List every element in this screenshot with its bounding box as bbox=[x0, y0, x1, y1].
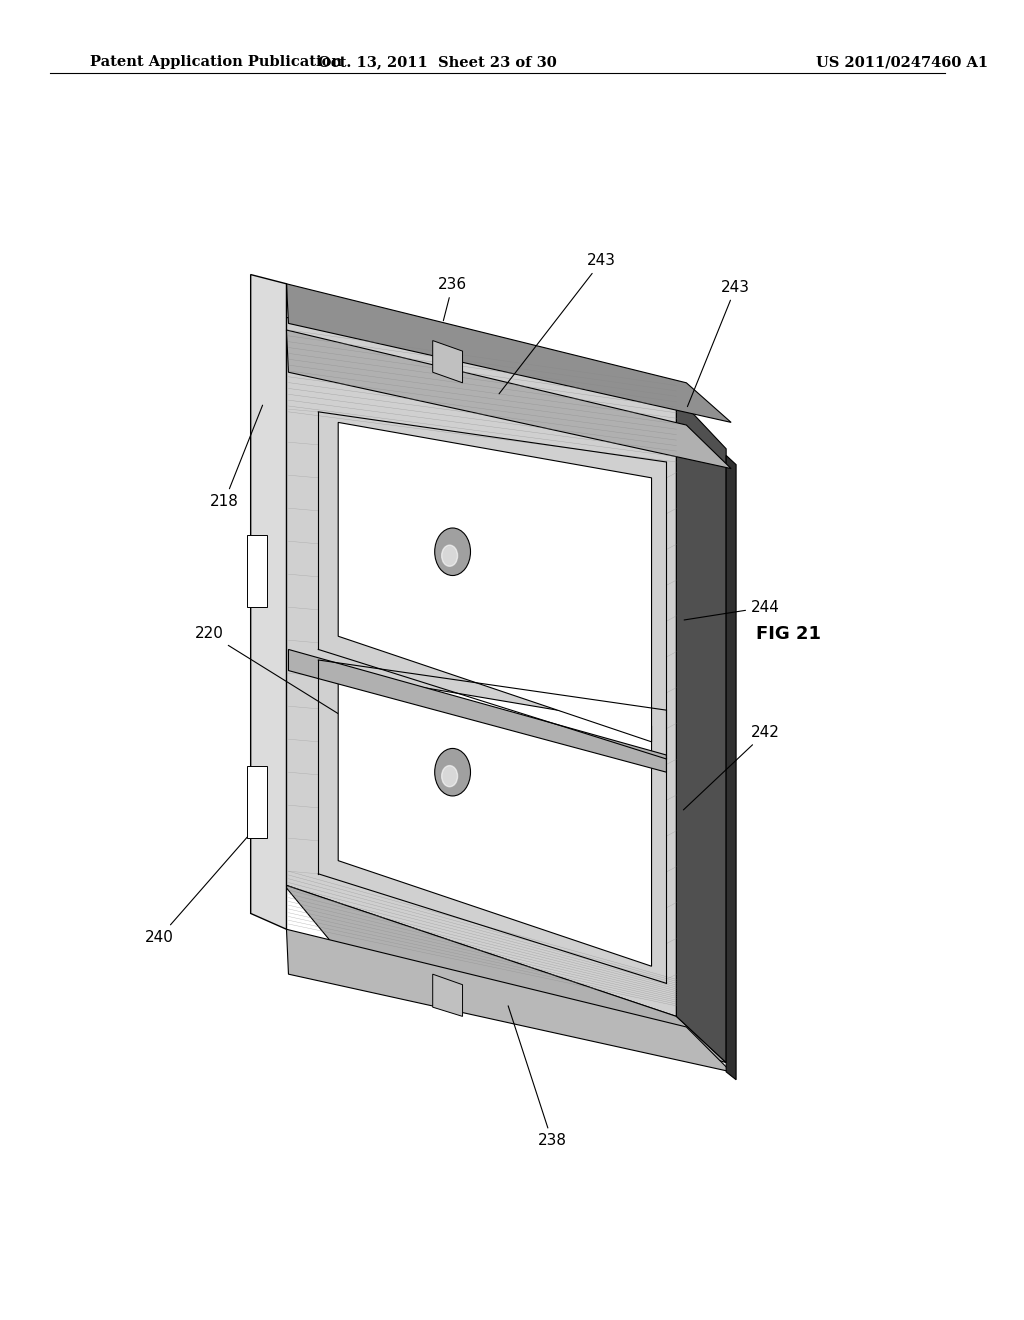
Polygon shape bbox=[287, 284, 731, 422]
Text: US 2011/0247460 A1: US 2011/0247460 A1 bbox=[816, 55, 988, 70]
Text: Oct. 13, 2011  Sheet 23 of 30: Oct. 13, 2011 Sheet 23 of 30 bbox=[318, 55, 557, 70]
Text: 220: 220 bbox=[195, 626, 355, 725]
Text: 236: 236 bbox=[438, 277, 467, 321]
Polygon shape bbox=[289, 649, 667, 772]
Text: 243: 243 bbox=[499, 253, 616, 393]
Polygon shape bbox=[433, 974, 463, 1016]
Text: 218: 218 bbox=[210, 405, 262, 510]
Polygon shape bbox=[677, 396, 726, 1063]
Circle shape bbox=[441, 545, 458, 566]
Text: FIG 21: FIG 21 bbox=[756, 624, 821, 643]
Text: 243: 243 bbox=[687, 280, 751, 407]
Polygon shape bbox=[338, 422, 651, 742]
Polygon shape bbox=[284, 317, 677, 1016]
Text: 244: 244 bbox=[684, 599, 780, 620]
Circle shape bbox=[435, 528, 470, 576]
Polygon shape bbox=[726, 455, 736, 1080]
Text: Patent Application Publication: Patent Application Publication bbox=[89, 55, 342, 70]
Polygon shape bbox=[284, 884, 726, 1063]
Circle shape bbox=[435, 748, 470, 796]
Polygon shape bbox=[251, 275, 287, 929]
Polygon shape bbox=[254, 277, 284, 924]
Text: 238: 238 bbox=[508, 1006, 566, 1148]
FancyBboxPatch shape bbox=[247, 535, 266, 607]
Polygon shape bbox=[338, 673, 651, 966]
Text: 242: 242 bbox=[683, 725, 780, 810]
Polygon shape bbox=[263, 304, 284, 884]
Circle shape bbox=[441, 766, 458, 787]
Polygon shape bbox=[287, 330, 731, 469]
FancyBboxPatch shape bbox=[247, 766, 266, 838]
Polygon shape bbox=[433, 341, 463, 383]
Polygon shape bbox=[287, 929, 731, 1072]
Text: 240: 240 bbox=[145, 821, 262, 945]
